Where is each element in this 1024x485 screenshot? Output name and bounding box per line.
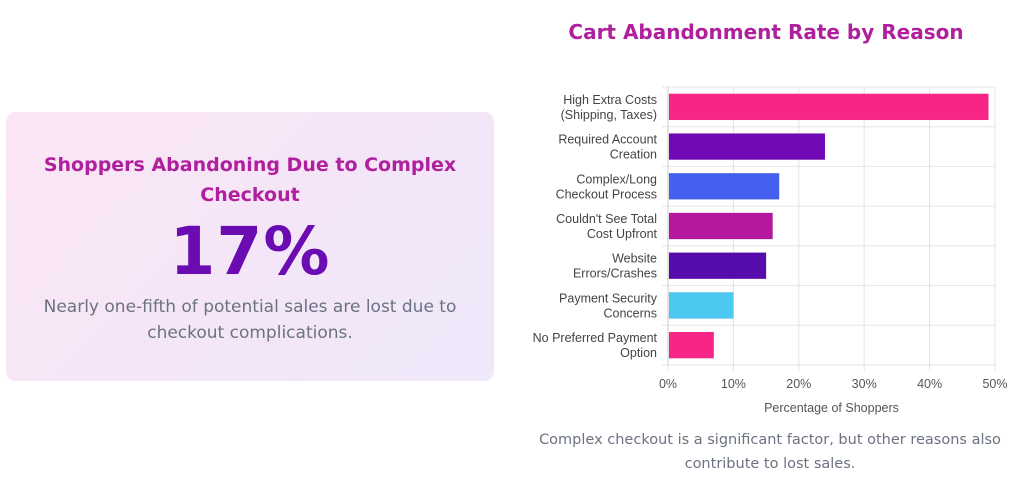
x-tick-label: 0% (659, 377, 677, 391)
bar-chart: 0% 10% 20% 30% 40% 50% High Extra Costs (Shippi… (533, 86, 1008, 415)
bar (668, 172, 780, 200)
chart-caption: Complex checkout is a significant factor… (539, 432, 1001, 472)
x-tick-label: 40% (917, 377, 942, 391)
bar (668, 212, 773, 240)
y-tick-label: High Extra Costs (Shipping, Taxes) (561, 93, 657, 122)
chart-title: Cart Abandonment Rate by Reason (568, 20, 964, 44)
stat-card: Shoppers Abandoning Due to Complex Check… (6, 112, 494, 381)
bar (668, 331, 715, 359)
stat-card-description: Nearly one-fifth of potential sales are … (43, 297, 457, 343)
x-tick-label: 50% (982, 377, 1007, 391)
y-tick-label: Payment Security Concerns (559, 291, 658, 320)
stat-card-value: 17% (169, 213, 331, 290)
x-tick-label: 20% (786, 377, 811, 391)
x-tick-label: 10% (721, 377, 746, 391)
y-tick-label: Required Account Creation (558, 133, 657, 162)
x-axis-label: Percentage of Shoppers (764, 401, 899, 415)
stat-card-title: Shoppers Abandoning Due to Complex Check… (43, 154, 457, 206)
bar (668, 292, 734, 319)
bar (668, 133, 826, 160)
x-tick-label: 30% (852, 377, 877, 391)
y-tick-label: Couldn't See Total Cost Upfront (556, 212, 657, 241)
bar (668, 93, 989, 121)
y-tick-label: Website Errors/Crashes (573, 252, 657, 281)
y-tick-label: Complex/Long Checkout Process (556, 172, 657, 201)
y-tick-label: No Preferred Payment Option (533, 331, 658, 360)
bar (668, 252, 767, 280)
